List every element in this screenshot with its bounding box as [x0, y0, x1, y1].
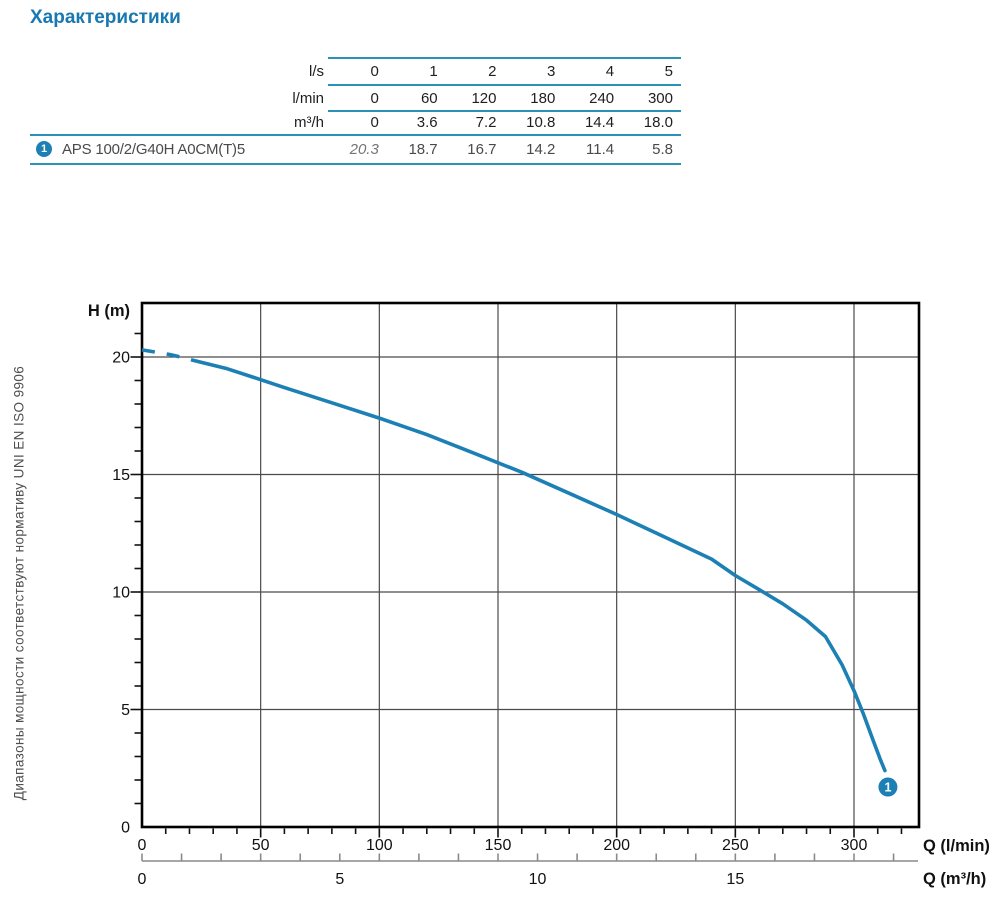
x-tick-label: 250 — [722, 837, 749, 854]
secondary-tick-label: 15 — [726, 871, 744, 888]
table-divider — [30, 163, 681, 165]
flow-value: 0 — [370, 63, 379, 80]
curve-marker-label: 1 — [884, 781, 891, 795]
x-axis-title-lmin: Q (l/min) — [923, 837, 990, 855]
flow-value: 5 — [664, 63, 673, 80]
x-tick-label: 0 — [138, 837, 147, 854]
head-value: 5.8 — [652, 140, 673, 158]
head-value: 16.7 — [467, 140, 497, 158]
flow-value: 0 — [370, 114, 379, 132]
flow-value: 18.0 — [643, 114, 673, 132]
table-divider — [30, 133, 681, 136]
y-tick-label: 5 — [121, 702, 130, 719]
head-value: 18.7 — [408, 140, 438, 158]
curve-dashed-segment — [141, 348, 200, 364]
flow-value: 1 — [429, 63, 438, 80]
x-tick-label: 50 — [252, 837, 270, 854]
secondary-tick-label: 0 — [138, 871, 147, 888]
flow-value: 300 — [647, 89, 673, 107]
x-tick-label: 300 — [841, 837, 868, 854]
x-tick-label: 200 — [603, 837, 630, 854]
table-divider — [328, 84, 681, 86]
pump-row: 1 APS 100/2/G40H A0CM(T)5 20.3 18.7 16.7 14.2… — [30, 136, 681, 162]
pump-curve — [197, 359, 887, 773]
x-tick-label: 150 — [485, 837, 512, 854]
y-tick-label: 15 — [112, 467, 130, 484]
flow-value: 3.6 — [416, 114, 438, 132]
flow-value: 240 — [589, 89, 615, 107]
unit-row: l/s 0 1 2 3 4 5 — [30, 59, 681, 84]
unit-row: l/min 0 60 120 180 240 300 — [30, 86, 681, 110]
flow-value: 120 — [471, 89, 497, 107]
x-tick-label: 100 — [366, 837, 393, 854]
head-value: 20.3 — [349, 140, 379, 158]
unit-label: l/s — [309, 63, 324, 80]
flow-value: 7.2 — [475, 114, 497, 132]
flow-value: 4 — [605, 63, 615, 80]
flow-value: 10.8 — [526, 114, 556, 132]
flow-value: 0 — [370, 89, 379, 107]
y-axis-title: H (m) — [88, 302, 130, 320]
y-tick-label: 10 — [112, 585, 130, 602]
curve-marker — [878, 777, 898, 797]
head-value: 14.2 — [526, 140, 556, 158]
y-tick-label: 0 — [121, 820, 130, 837]
table-divider — [328, 57, 681, 59]
pump-label: 1 APS 100/2/G40H A0CM(T)5 — [30, 141, 328, 158]
flow-value: 180 — [530, 89, 556, 107]
flow-value: 2 — [488, 63, 497, 80]
y-tick-label: 20 — [112, 350, 130, 367]
page-title: Характеристики — [30, 7, 181, 28]
plot-border — [140, 301, 921, 829]
pump-model-name: APS 100/2/G40H A0CM(T)5 — [62, 140, 245, 158]
series-badge: 1 — [36, 141, 52, 157]
secondary-tick-label: 10 — [529, 871, 547, 888]
head-value: 11.4 — [586, 140, 615, 158]
unit-label: m³/h — [294, 114, 324, 132]
flow-value: 60 — [420, 89, 438, 107]
table-divider — [328, 110, 681, 112]
flow-value: 3 — [546, 63, 556, 80]
unit-label: l/min — [292, 89, 324, 107]
flow-value: 14.4 — [584, 114, 615, 132]
secondary-tick-label: 5 — [335, 871, 344, 888]
unit-row: m³/h 0 3.6 7.2 10.8 14.4 18.0 — [30, 112, 681, 134]
x-axis-title-m3h: Q (m³/h) — [923, 870, 986, 888]
